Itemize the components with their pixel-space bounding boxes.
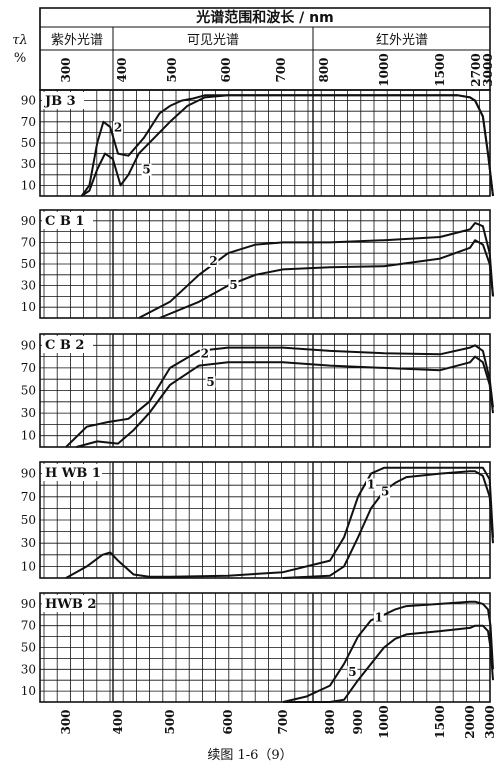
y-tick-label: 70 — [21, 619, 36, 633]
y-tick-label: 70 — [21, 490, 36, 504]
y-tick-label: 90 — [21, 338, 36, 352]
series-line-2 — [138, 222, 494, 319]
series-label-backdrop — [347, 665, 358, 678]
series-line-1 — [65, 466, 494, 579]
bottom-tick-label: 700 — [276, 709, 290, 734]
y-axis-symbol: τλ — [12, 33, 27, 48]
series-line-5 — [283, 624, 494, 703]
series-line-2 — [80, 94, 494, 197]
series-label: 2 — [201, 347, 209, 361]
y-tick-label: 50 — [21, 513, 36, 527]
bottom-tick-label: 900 — [351, 709, 365, 734]
top-tick-label: 1000 — [377, 53, 391, 86]
top-tick-label: 800 — [317, 57, 331, 82]
panel-label-backdrop — [42, 464, 102, 481]
top-tick-label: 500 — [165, 57, 179, 82]
bottom-tick-label: 300 — [59, 709, 73, 734]
series-label: 1 — [375, 610, 383, 624]
y-tick-label: 10 — [21, 684, 36, 698]
y-tick-label: 30 — [21, 279, 36, 293]
y-tick-label: 50 — [21, 641, 36, 655]
panel-label-backdrop — [42, 595, 93, 612]
bottom-tick-label: 1000 — [377, 705, 391, 738]
top-tick-label: 3000 — [481, 53, 495, 86]
series-label: 5 — [142, 163, 150, 177]
y-tick-label: 10 — [21, 559, 36, 573]
panel-label: JB 3 — [44, 94, 76, 109]
series-label-backdrop — [373, 611, 384, 624]
bottom-tick-label: 400 — [111, 709, 125, 734]
series-label-backdrop — [141, 163, 152, 176]
region-label: 可见光谱 — [187, 33, 239, 48]
region-label: 红外光谱 — [376, 32, 428, 48]
chart-title: 光谱范围和波长 / nm — [195, 9, 333, 26]
series-label-backdrop — [205, 375, 216, 388]
series-line-5 — [76, 355, 494, 448]
series-label: 5 — [381, 484, 389, 498]
y-tick-label: 70 — [21, 235, 36, 249]
figure-caption: 续图 1-6（9） — [207, 748, 293, 763]
y-tick-label: 70 — [21, 361, 36, 375]
y-tick-label: 50 — [21, 257, 36, 271]
top-tick-label: 300 — [59, 57, 73, 82]
y-tick-label: 90 — [21, 597, 36, 611]
series-label: 5 — [348, 665, 356, 679]
y-tick-label: 30 — [21, 662, 36, 676]
y-tick-label: 90 — [21, 214, 36, 228]
y-tick-label: 90 — [21, 467, 36, 481]
y-tick-label: 10 — [21, 429, 36, 443]
top-tick-label: 700 — [274, 57, 288, 82]
panel-label: H WB 1 — [45, 466, 101, 481]
panel-label-backdrop — [42, 92, 84, 109]
top-tick-label: 1500 — [433, 53, 447, 86]
y-axis-unit: % — [14, 51, 26, 66]
top-tick-label: 2700 — [469, 53, 483, 86]
series-label-backdrop — [208, 255, 219, 267]
series-label-backdrop — [366, 478, 376, 491]
series-line-5 — [81, 94, 494, 197]
bottom-tick-label: 600 — [221, 709, 235, 734]
series-label: 1 — [367, 478, 375, 492]
y-tick-label: 50 — [21, 136, 36, 150]
series-label-backdrop — [199, 347, 210, 360]
series-line-5 — [159, 239, 494, 319]
region-label: 紫外光谱 — [51, 33, 103, 48]
bottom-tick-label: 500 — [163, 709, 177, 734]
panel-label-backdrop — [42, 336, 93, 353]
panel-label-backdrop — [42, 212, 93, 229]
y-tick-label: 30 — [21, 406, 36, 420]
y-tick-label: 50 — [21, 384, 36, 398]
series-label: 2 — [209, 254, 217, 268]
series-label-backdrop — [113, 121, 123, 134]
series-line-2 — [65, 344, 494, 448]
y-tick-label: 10 — [21, 300, 36, 314]
series-label-backdrop — [380, 485, 391, 498]
series-line-5 — [282, 470, 494, 579]
panel-label: HWB 2 — [45, 597, 96, 612]
panel-frame — [39, 89, 491, 197]
panel-label: C B 2 — [45, 338, 84, 353]
top-tick-label: 400 — [115, 57, 129, 82]
panel-label: C B 1 — [45, 214, 84, 229]
y-tick-label: 30 — [21, 536, 36, 550]
bottom-tick-label: 3000 — [483, 705, 497, 738]
y-tick-label: 30 — [21, 157, 36, 171]
bottom-tick-label: 1500 — [433, 705, 447, 738]
series-line-1 — [282, 600, 494, 703]
y-tick-label: 10 — [21, 178, 36, 192]
panel-frame — [39, 461, 491, 579]
top-tick-label: 600 — [219, 57, 233, 82]
series-label: 2 — [114, 120, 122, 134]
series-label-backdrop — [228, 278, 239, 291]
series-label: 5 — [229, 278, 237, 292]
bottom-tick-label: 2000 — [463, 705, 477, 738]
series-label: 5 — [206, 375, 214, 389]
y-tick-label: 70 — [21, 115, 36, 129]
bottom-tick-label: 800 — [323, 709, 337, 734]
y-tick-label: 90 — [21, 94, 36, 108]
